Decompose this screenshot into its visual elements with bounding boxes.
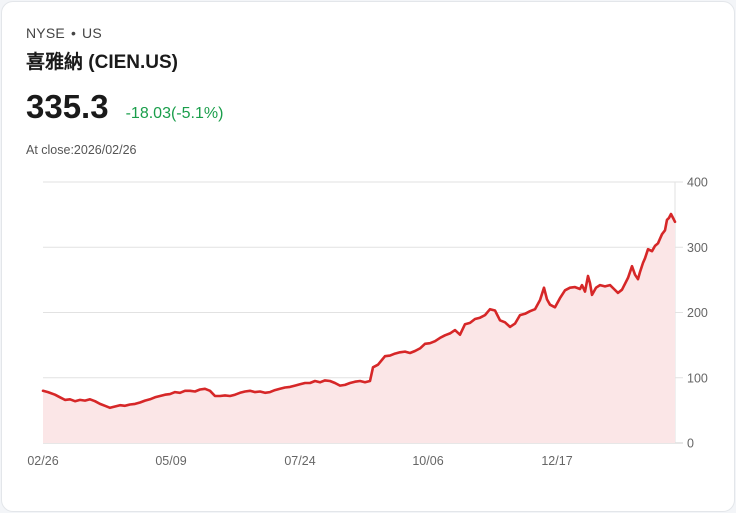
price-change: -18.03(-5.1%): [125, 105, 224, 122]
x-tick-label: 05/09: [155, 454, 186, 468]
x-axis: 02/26 05/09 07/24 10/06 12/17: [27, 454, 572, 468]
exchange-name: NYSE: [26, 25, 65, 41]
price-area-fill: [43, 214, 675, 443]
separator-dot: •: [70, 25, 77, 41]
x-tick-label: 07/24: [284, 454, 315, 468]
y-tick-label: 100: [687, 371, 708, 385]
y-tick-label: 0: [687, 437, 694, 451]
stock-title: 喜雅納 (CIEN.US): [26, 52, 179, 73]
x-tick-label: 10/06: [412, 454, 443, 468]
x-tick-label: 12/17: [541, 454, 572, 468]
close-date: At close:2026/02/26: [26, 143, 137, 157]
x-tick-label: 02/26: [27, 454, 58, 468]
y-tick-label: 300: [687, 241, 708, 255]
exchange-line: NYSE • US: [26, 25, 102, 41]
region: US: [82, 25, 102, 41]
current-price: 335.3: [26, 88, 109, 125]
y-tick-label: 200: [687, 306, 708, 320]
y-axis: 0 100 200 300 400: [687, 176, 708, 451]
price-row: 335.3 -18.03(-5.1%): [26, 88, 223, 126]
price-line[interactable]: [41, 212, 677, 410]
y-tick-label: 400: [687, 176, 708, 190]
